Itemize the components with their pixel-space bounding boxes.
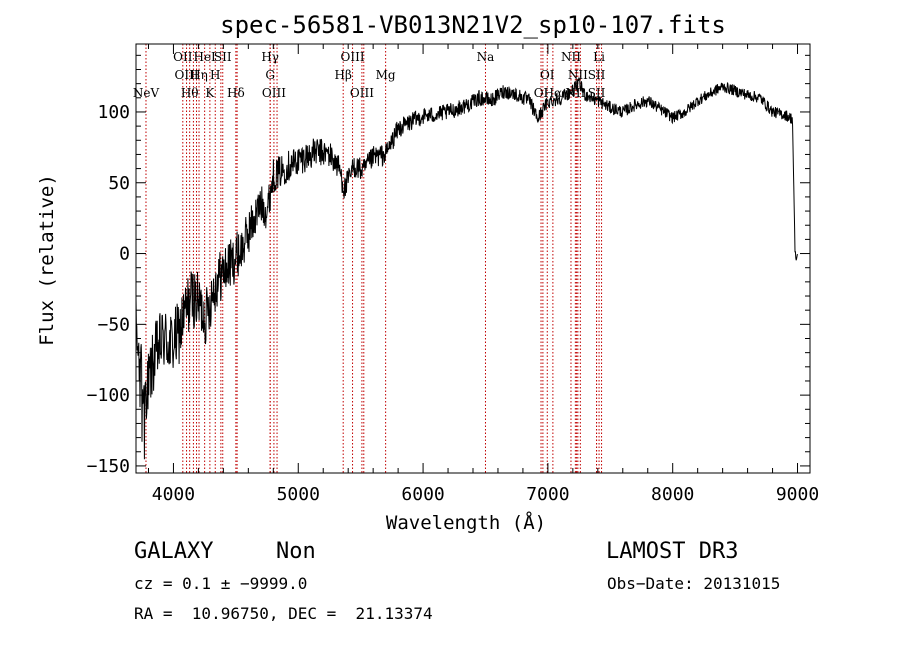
spectrum-line xyxy=(135,77,798,460)
line-label-21: NII xyxy=(561,50,581,64)
object-class: GALAXY xyxy=(134,539,214,564)
observation-date: Obs−Date: 20131015 xyxy=(607,574,781,593)
line-label-25: SII xyxy=(588,68,606,82)
y-tick-label-50: 50 xyxy=(108,173,130,194)
line-label-17: Na xyxy=(477,50,495,64)
line-label-26: SII xyxy=(588,86,606,100)
line-label-7: H xyxy=(210,68,220,82)
line-label-20: Hα xyxy=(544,86,563,100)
line-label-2: OIII xyxy=(175,68,199,82)
line-label-6: K xyxy=(205,86,215,100)
x-tick-label-4000: 4000 xyxy=(152,484,195,505)
redshift-cz: cz = 0.1 ± −9999.0 xyxy=(134,574,308,593)
line-label-10: Hγ xyxy=(261,50,279,64)
x-tick-label-8000: 8000 xyxy=(651,484,694,505)
line-label-0: NeV xyxy=(133,86,160,100)
y-tick-label--150: −150 xyxy=(87,456,130,477)
y-tick-label-100: 100 xyxy=(97,102,130,123)
x-tick-label-9000: 9000 xyxy=(776,484,819,505)
line-label-14: OIII xyxy=(341,50,365,64)
chart-title: spec-56581-VB013N21V2_sp10-107.fits xyxy=(220,11,726,39)
line-label-24: Li xyxy=(593,50,605,64)
y-tick-label-0: 0 xyxy=(119,244,130,265)
x-axis-label: Wavelength (Å) xyxy=(386,511,546,534)
line-label-8: SII xyxy=(214,50,232,64)
x-tick-label-6000: 6000 xyxy=(401,484,444,505)
line-label-15: OIII xyxy=(350,86,374,100)
object-subclass: Non xyxy=(276,539,316,564)
line-label-16: Mg xyxy=(376,68,396,82)
line-label-4: Hη xyxy=(190,68,208,82)
line-label-22: NII xyxy=(568,68,588,82)
y-axis-label: Flux (relative) xyxy=(36,174,58,346)
line-label-19: OI xyxy=(534,86,549,100)
line-label-18: OI xyxy=(540,68,555,82)
line-label-12: OIII xyxy=(262,86,286,100)
y-tick-label--100: −100 xyxy=(87,385,130,406)
line-label-9: Hδ xyxy=(227,86,245,100)
survey-name: LAMOST DR3 xyxy=(606,539,739,564)
line-label-3: Hθ xyxy=(181,86,199,100)
y-tick-label--50: −50 xyxy=(97,314,130,335)
x-tick-label-7000: 7000 xyxy=(526,484,569,505)
line-label-13: Hβ xyxy=(334,68,351,82)
line-label-11: G xyxy=(265,68,275,82)
line-label-5: HeI xyxy=(193,50,216,64)
line-label-1: OII xyxy=(173,50,193,64)
line-label-23: NII xyxy=(565,86,585,100)
x-tick-label-5000: 5000 xyxy=(277,484,320,505)
spectrum-chart: spec-56581-VB013N21V2_sp10-107.fits 4000… xyxy=(36,11,819,534)
ra-dec-coordinates: RA = 10.96750, DEC = 21.13374 xyxy=(134,604,433,623)
